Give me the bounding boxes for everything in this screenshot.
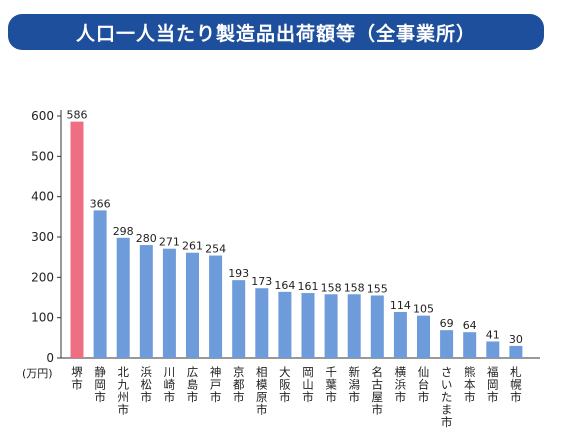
y-tick-label: 0 xyxy=(46,351,54,365)
bar xyxy=(463,332,477,358)
bar xyxy=(509,345,523,358)
data-label: 261 xyxy=(182,240,203,253)
data-label: 586 xyxy=(67,109,88,122)
y-unit-label: (万円) xyxy=(22,367,53,380)
data-label: 105 xyxy=(413,303,434,316)
category-label: 横浜市 xyxy=(395,365,407,404)
category-label: 川崎市 xyxy=(164,365,176,404)
category-label: 神戸市 xyxy=(210,365,222,404)
bar xyxy=(324,294,338,358)
category-label: 京都市 xyxy=(233,365,245,404)
category-label: さいたま市 xyxy=(441,365,453,429)
y-tick-label: 200 xyxy=(31,270,54,284)
bar xyxy=(393,312,407,358)
data-label: 164 xyxy=(274,279,295,292)
chart-title-bar: 人口一人当たり製造品出荷額等（全事業所） xyxy=(8,14,544,50)
category-label: 岡山市 xyxy=(302,365,314,404)
bar xyxy=(209,255,223,358)
y-tick-label: 100 xyxy=(31,311,54,325)
bar xyxy=(162,248,176,358)
data-label: 158 xyxy=(321,281,342,294)
chart-title: 人口一人当たり製造品出荷額等（全事業所） xyxy=(75,22,476,45)
bar xyxy=(417,315,430,358)
data-label: 30 xyxy=(509,333,523,346)
data-label: 114 xyxy=(390,299,411,312)
category-label: 北九州市 xyxy=(117,365,129,417)
bar xyxy=(278,291,292,358)
y-tick-label: 500 xyxy=(31,149,54,163)
data-label: 161 xyxy=(298,280,319,293)
category-label: 福岡市 xyxy=(487,365,499,404)
bar xyxy=(93,210,107,358)
category-label: 熊本市 xyxy=(464,365,476,404)
data-label: 298 xyxy=(113,225,134,238)
bar xyxy=(301,293,315,358)
y-tick-label: 400 xyxy=(31,190,54,204)
bar xyxy=(486,341,500,358)
category-label: 静岡市 xyxy=(94,365,106,404)
bar xyxy=(440,330,454,358)
y-tick-label: 600 xyxy=(31,109,54,123)
y-tick-label: 300 xyxy=(31,230,54,244)
bar xyxy=(186,252,199,358)
category-label: 大阪市 xyxy=(279,365,291,404)
category-label: 千葉市 xyxy=(325,365,337,404)
bar xyxy=(139,245,153,358)
data-label: 271 xyxy=(159,236,180,249)
bar xyxy=(347,294,361,358)
data-label: 173 xyxy=(251,275,272,288)
category-label: 広島市 xyxy=(187,365,199,404)
data-label: 254 xyxy=(205,243,226,256)
category-label: 新潟市 xyxy=(348,365,360,404)
data-label: 158 xyxy=(344,281,365,294)
bar xyxy=(232,280,246,358)
data-label: 64 xyxy=(463,319,477,332)
data-label: 193 xyxy=(228,267,249,280)
bar xyxy=(255,288,269,358)
data-label: 155 xyxy=(367,282,388,295)
bar xyxy=(70,121,84,358)
data-label: 366 xyxy=(90,197,111,210)
data-label: 280 xyxy=(136,232,157,245)
bar xyxy=(116,237,130,358)
data-label: 69 xyxy=(440,317,454,330)
category-label: 相模原市 xyxy=(256,365,268,417)
category-label: 浜松市 xyxy=(141,365,153,404)
category-label: 堺市 xyxy=(71,365,83,392)
category-label: 名古屋市 xyxy=(372,365,384,417)
category-label: 札幌市 xyxy=(510,365,522,404)
bar xyxy=(370,295,384,358)
data-label: 41 xyxy=(486,328,500,341)
category-label: 仙台市 xyxy=(418,365,430,404)
